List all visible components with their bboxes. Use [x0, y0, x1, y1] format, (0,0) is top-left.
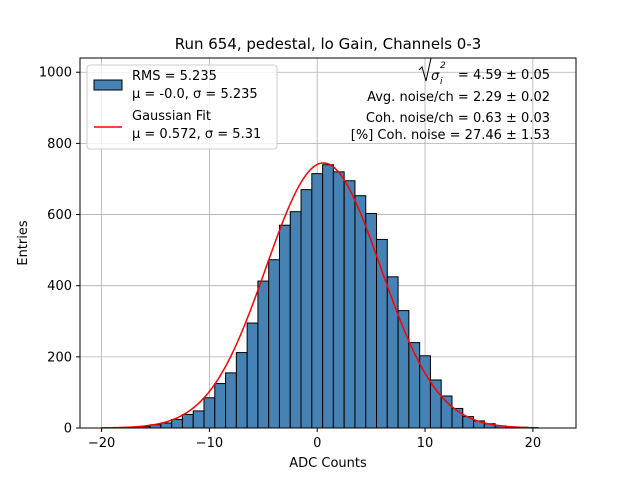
chart-title: Run 654, pedestal, lo Gain, Channels 0-3	[175, 35, 482, 53]
legend-patch-histogram	[93, 79, 123, 91]
histogram-bar	[278, 224, 291, 429]
histogram-bar	[332, 171, 345, 429]
y-tick-label: 600	[47, 208, 72, 223]
histogram-bar	[246, 322, 259, 429]
histogram-bar	[300, 189, 313, 429]
y-tick-label: 0	[64, 422, 72, 437]
histogram-bar	[408, 342, 421, 429]
legend-entry-fit: Gaussian Fit	[132, 109, 211, 124]
histogram-bar	[354, 195, 367, 429]
histogram-bar	[365, 212, 378, 429]
y-tick-label: 200	[47, 350, 72, 365]
y-tick-label: 800	[47, 137, 72, 152]
histogram-bar	[440, 395, 453, 429]
y-tick-label: 400	[47, 279, 72, 294]
x-tick-label: 0	[313, 436, 321, 451]
y-axis-label: Entries	[16, 220, 31, 266]
histogram-bar	[343, 180, 356, 429]
histogram-bar	[376, 238, 388, 429]
x-axis-label: ADC Counts	[289, 456, 367, 471]
histogram-bar	[322, 164, 334, 429]
noise-annotations: σ 2 i = 4.59 ± 0.05 Avg. noise/ch = 2.29…	[351, 57, 550, 143]
legend-entry-rms: RMS = 5.235	[132, 69, 217, 84]
y-tick-label: 1000	[39, 66, 72, 81]
annotation-total-noise-value: = 4.59 ± 0.05	[458, 68, 550, 83]
histogram-bar	[160, 422, 173, 429]
annotation-coh-noise: Coh. noise/ch = 0.63 ± 0.03	[366, 111, 550, 126]
annotation-total-noise: σ 2 i = 4.59 ± 0.05	[418, 57, 550, 87]
x-tick-label: −20	[88, 436, 115, 451]
histogram-bar	[181, 413, 194, 429]
histogram-bar	[257, 280, 270, 429]
histogram-bar	[214, 383, 227, 429]
annotation-sigma-subscript: i	[440, 77, 443, 87]
legend-entry-fit-stats: μ = 0.572, σ = 5.31	[132, 127, 261, 142]
gaussian-fit-line	[101, 162, 533, 429]
x-axis-ticks: −20 −10 0 10 20	[88, 428, 541, 451]
annotation-sigma-superscript: 2	[440, 61, 446, 71]
histogram-bar	[203, 397, 216, 429]
axes-frame	[79, 57, 577, 429]
legend: RMS = 5.235 μ = -0.0, σ = 5.235 Gaussian…	[86, 64, 278, 150]
histogram-bar	[235, 352, 248, 429]
histogram-bar	[192, 410, 205, 429]
histogram-bar	[225, 372, 237, 429]
y-axis-ticks: 0 200 400 600 800 1000	[39, 66, 80, 437]
histogram-bar	[289, 211, 302, 429]
histogram-bar	[268, 259, 280, 429]
legend-box	[86, 64, 278, 150]
x-tick-label: −10	[196, 436, 223, 451]
sqrt-radical-icon	[418, 57, 449, 82]
annotation-avg-noise: Avg. noise/ch = 2.29 ± 0.02	[367, 90, 550, 105]
legend-entry-rms-stats: μ = -0.0, σ = 5.235	[132, 87, 258, 102]
x-tick-label: 20	[525, 436, 542, 451]
annotation-coh-noise-percent: [%] Coh. noise = 27.46 ± 1.53	[351, 128, 550, 143]
histogram-bar	[311, 173, 324, 429]
histogram-bar	[429, 379, 442, 429]
annotation-sigma: σ	[431, 69, 440, 84]
histogram-bar	[171, 418, 183, 429]
x-tick-label: 10	[417, 436, 434, 451]
